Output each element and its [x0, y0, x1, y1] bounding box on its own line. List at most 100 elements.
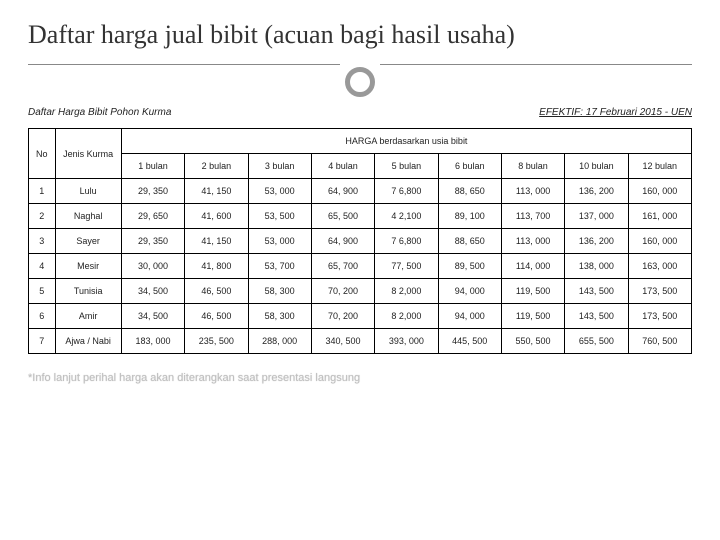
th-month-5: 6 bulan — [438, 154, 501, 179]
cell-no: 5 — [29, 279, 56, 304]
cell-jenis: Ajwa / Nabi — [55, 329, 121, 354]
cell-value: 64, 900 — [311, 179, 374, 204]
cell-no: 6 — [29, 304, 56, 329]
cell-value: 160, 000 — [628, 229, 691, 254]
cell-value: 173, 500 — [628, 279, 691, 304]
cell-value: 53, 700 — [248, 254, 311, 279]
table-row: 6Amir34, 50046, 50058, 30070, 2008 2,000… — [29, 304, 692, 329]
cell-value: 760, 500 — [628, 329, 691, 354]
cell-value: 29, 350 — [121, 179, 184, 204]
cell-jenis: Sayer — [55, 229, 121, 254]
sub-left-text: Daftar Harga Bibit Pohon Kurma — [28, 107, 171, 118]
cell-value: 114, 000 — [501, 254, 564, 279]
cell-value: 7 6,800 — [375, 229, 438, 254]
th-no: No — [29, 129, 56, 179]
cell-value: 163, 000 — [628, 254, 691, 279]
cell-value: 29, 650 — [121, 204, 184, 229]
page-title: Daftar harga jual bibit (acuan bagi hasi… — [28, 20, 692, 65]
cell-value: 41, 150 — [185, 179, 248, 204]
cell-value: 235, 500 — [185, 329, 248, 354]
table-body: 1Lulu29, 35041, 15053, 00064, 9007 6,800… — [29, 179, 692, 354]
title-ornament — [340, 62, 380, 102]
cell-value: 34, 500 — [121, 304, 184, 329]
table-header-row-1: No Jenis Kurma HARGA berdasarkan usia bi… — [29, 129, 692, 154]
cell-no: 2 — [29, 204, 56, 229]
cell-value: 113, 700 — [501, 204, 564, 229]
cell-value: 173, 500 — [628, 304, 691, 329]
cell-value: 58, 300 — [248, 279, 311, 304]
cell-jenis: Amir — [55, 304, 121, 329]
th-month-1: 2 bulan — [185, 154, 248, 179]
cell-value: 30, 000 — [121, 254, 184, 279]
th-month-4: 5 bulan — [375, 154, 438, 179]
cell-value: 34, 500 — [121, 279, 184, 304]
cell-value: 53, 000 — [248, 179, 311, 204]
cell-value: 41, 800 — [185, 254, 248, 279]
cell-value: 161, 000 — [628, 204, 691, 229]
cell-value: 445, 500 — [438, 329, 501, 354]
cell-no: 4 — [29, 254, 56, 279]
cell-no: 3 — [29, 229, 56, 254]
sub-right-text: EFEKTIF: 17 Februari 2015 - UEN — [539, 107, 692, 118]
cell-value: 41, 600 — [185, 204, 248, 229]
th-month-2: 3 bulan — [248, 154, 311, 179]
cell-value: 58, 300 — [248, 304, 311, 329]
cell-value: 29, 350 — [121, 229, 184, 254]
table-header-row-2: 1 bulan2 bulan3 bulan4 bulan5 bulan6 bul… — [29, 154, 692, 179]
cell-no: 7 — [29, 329, 56, 354]
cell-jenis: Lulu — [55, 179, 121, 204]
cell-value: 89, 100 — [438, 204, 501, 229]
cell-value: 8 2,000 — [375, 304, 438, 329]
cell-value: 655, 500 — [565, 329, 628, 354]
cell-value: 113, 000 — [501, 179, 564, 204]
cell-value: 143, 500 — [565, 304, 628, 329]
cell-value: 53, 000 — [248, 229, 311, 254]
circle-icon — [345, 67, 375, 97]
cell-value: 65, 500 — [311, 204, 374, 229]
table-row: 5Tunisia34, 50046, 50058, 30070, 2008 2,… — [29, 279, 692, 304]
cell-value: 136, 200 — [565, 179, 628, 204]
table-row: 2Naghal29, 65041, 60053, 50065, 5004 2,1… — [29, 204, 692, 229]
cell-jenis: Tunisia — [55, 279, 121, 304]
th-jenis: Jenis Kurma — [55, 129, 121, 179]
cell-value: 46, 500 — [185, 279, 248, 304]
cell-jenis: Naghal — [55, 204, 121, 229]
cell-value: 53, 500 — [248, 204, 311, 229]
cell-value: 137, 000 — [565, 204, 628, 229]
cell-value: 65, 700 — [311, 254, 374, 279]
cell-value: 340, 500 — [311, 329, 374, 354]
th-month-3: 4 bulan — [311, 154, 374, 179]
th-month-6: 8 bulan — [501, 154, 564, 179]
cell-value: 64, 900 — [311, 229, 374, 254]
footnote-text: *Info lanjut perihal harga akan diterang… — [28, 372, 692, 384]
cell-value: 113, 000 — [501, 229, 564, 254]
cell-value: 88, 650 — [438, 229, 501, 254]
sub-header: Daftar Harga Bibit Pohon Kurma EFEKTIF: … — [28, 107, 692, 118]
table-row: 7Ajwa / Nabi183, 000235, 500288, 000340,… — [29, 329, 692, 354]
cell-value: 143, 500 — [565, 279, 628, 304]
table-row: 4Mesir30, 00041, 80053, 70065, 70077, 50… — [29, 254, 692, 279]
cell-value: 550, 500 — [501, 329, 564, 354]
cell-value: 136, 200 — [565, 229, 628, 254]
cell-value: 46, 500 — [185, 304, 248, 329]
cell-value: 70, 200 — [311, 304, 374, 329]
cell-value: 70, 200 — [311, 279, 374, 304]
cell-value: 94, 000 — [438, 279, 501, 304]
cell-value: 119, 500 — [501, 279, 564, 304]
cell-value: 8 2,000 — [375, 279, 438, 304]
cell-value: 183, 000 — [121, 329, 184, 354]
cell-value: 7 6,800 — [375, 179, 438, 204]
cell-value: 94, 000 — [438, 304, 501, 329]
cell-value: 88, 650 — [438, 179, 501, 204]
cell-value: 393, 000 — [375, 329, 438, 354]
table-row: 1Lulu29, 35041, 15053, 00064, 9007 6,800… — [29, 179, 692, 204]
cell-value: 160, 000 — [628, 179, 691, 204]
price-table: No Jenis Kurma HARGA berdasarkan usia bi… — [28, 128, 692, 354]
cell-value: 138, 000 — [565, 254, 628, 279]
th-month-7: 10 bulan — [565, 154, 628, 179]
cell-value: 41, 150 — [185, 229, 248, 254]
cell-value: 89, 500 — [438, 254, 501, 279]
cell-value: 77, 500 — [375, 254, 438, 279]
cell-no: 1 — [29, 179, 56, 204]
cell-value: 288, 000 — [248, 329, 311, 354]
